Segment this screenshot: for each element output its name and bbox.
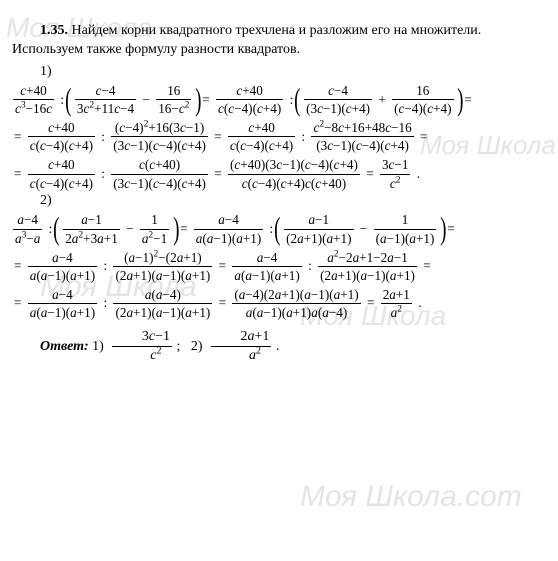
fraction: c−4(3c−1)(c+4) (304, 83, 372, 116)
answer-label: Ответ: (40, 338, 89, 353)
fraction: c+40c(c−4)(c+4) (28, 120, 95, 153)
answer-2-prefix: 2) (191, 338, 203, 353)
fraction: 2a+1a2 (381, 287, 412, 320)
fraction: 1a2−1 (140, 212, 169, 245)
fraction: a−12a2+3a+1 (63, 212, 120, 245)
watermark-text: Моя Школа.com (300, 480, 522, 514)
fraction: c+40c(c−4)(c+4) (28, 157, 95, 190)
answer-1-prefix: 1) (92, 338, 104, 353)
answer-line: Ответ: 1) 3c−1c2 ; 2) 2a+1a2 . (12, 329, 546, 364)
fraction: 3c−1c2 (380, 157, 410, 190)
fraction: 3c−1c2 (112, 329, 172, 364)
fraction: a2−2a+1−2a−1(2a+1)(a−1)(a+1) (318, 250, 417, 283)
fraction: a−4a3−a (13, 212, 42, 245)
fraction: a−4a(a−1)(a+1) (28, 287, 97, 320)
fraction: 1616−c2 (156, 83, 191, 116)
answer-end: . (276, 338, 280, 353)
fraction: (a−4)(2a+1)(a−1)(a+1)a(a−1)(a+1)a(a−4) (232, 287, 360, 320)
fraction: c+40c3−16c (13, 83, 54, 116)
intro-text: Найдем корни квадратного трехчлена и раз… (12, 23, 481, 57)
fraction: (c+40)(3c−1)(c−4)(c+4)c(c−4)(c+4)c(c+40) (228, 157, 360, 190)
fraction: c+40c(c−4)(c+4) (228, 120, 295, 153)
fraction: (a−1)2−(2a+1)(2a+1)(a−1)(a+1) (113, 250, 212, 283)
fraction: c2−8c+16+48c−16(3c−1)(c−4)(c+4) (311, 120, 413, 153)
fraction: 1(a−1)(a+1) (374, 212, 437, 245)
fraction: 16(c−4)(c+4) (392, 83, 453, 116)
fraction: (c−4)2+16(3c−1)(3c−1)(c−4)(c+4) (111, 120, 208, 153)
fraction: c(c+40)(3c−1)(c−4)(c+4) (111, 157, 208, 190)
fraction: c+40c(c−4)(c+4) (216, 83, 283, 116)
fraction: a−4a(a−1)(a+1) (194, 212, 263, 245)
fraction: a−1(2a+1)(a+1) (284, 212, 353, 245)
problem-intro: 1.35. Найдем корни квадратного трехчлена… (12, 22, 546, 60)
fraction: a−4a(a−1)(a+1) (232, 250, 301, 283)
equation-line: = c+40c(c−4)(c+4) : (c−4)2+16(3c−1)(3c−1… (12, 119, 546, 154)
equation-line: c+40c3−16c :( c−43c2+11c−4 − 1616−c2 )= … (12, 82, 546, 117)
equation-line: a−4a3−a :( a−12a2+3a+1 − 1a2−1 )= a−4a(a… (12, 211, 546, 246)
problem-number: 1.35. (40, 23, 68, 38)
equation-line: = a−4a(a−1)(a+1) : a(a−4)(2a+1)(a−1)(a+1… (12, 285, 546, 320)
fraction: 2a+1a2 (211, 329, 272, 364)
part1-label: 1) (40, 64, 546, 80)
fraction: a−4a(a−1)(a+1) (28, 250, 97, 283)
equation-line: = a−4a(a−1)(a+1) : (a−1)2−(2a+1)(2a+1)(a… (12, 248, 546, 283)
answer-sep: ; (176, 338, 180, 353)
fraction: c−43c2+11c−4 (75, 83, 136, 116)
equation-line: = c+40c(c−4)(c+4) : c(c+40)(3c−1)(c−4)(c… (12, 156, 546, 191)
fraction: a(a−4)(2a+1)(a−1)(a+1) (113, 287, 212, 320)
part2-label: 2) (40, 193, 546, 209)
